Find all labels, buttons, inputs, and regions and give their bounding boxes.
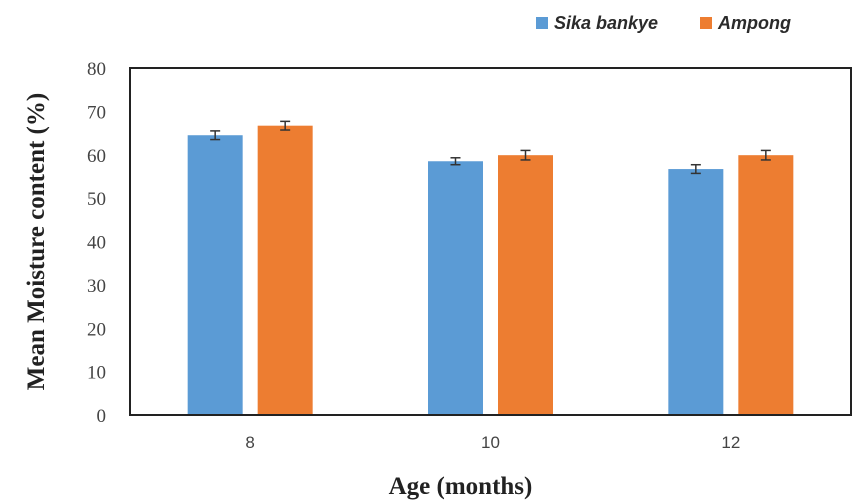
bar <box>498 155 553 415</box>
y-axis-title: Mean Moisture content (%) <box>23 93 50 390</box>
legend-swatch <box>536 17 548 29</box>
bar <box>257 125 313 415</box>
x-axis-title: Age (months) <box>389 473 533 500</box>
x-tick-label: 8 <box>245 433 254 452</box>
legend-label: Sika bankye <box>554 13 658 33</box>
y-tick-label: 50 <box>87 189 106 210</box>
y-axis-ticks: 0 10 20 30 40 50 60 70 80 <box>87 59 106 427</box>
x-tick-label: 12 <box>721 433 740 452</box>
x-tick-label: 10 <box>481 433 500 452</box>
legend-swatch <box>700 17 712 29</box>
y-tick-label: 40 <box>87 233 106 254</box>
x-axis-ticks: 8 10 12 <box>245 433 740 452</box>
y-tick-label: 20 <box>87 319 106 340</box>
y-tick-label: 10 <box>87 363 106 384</box>
bar <box>428 161 483 415</box>
bars-group <box>187 120 794 415</box>
plot-area-frame <box>129 67 852 416</box>
bar <box>738 155 794 415</box>
y-tick-label: 0 <box>97 406 107 427</box>
y-tick-label: 60 <box>87 146 106 167</box>
y-tick-label: 30 <box>87 276 106 297</box>
legend: Sika bankye Ampong <box>536 13 791 33</box>
y-tick-label: 80 <box>87 59 106 80</box>
bar <box>187 135 243 415</box>
y-tick-label: 70 <box>87 102 106 123</box>
bar <box>668 169 724 415</box>
legend-label: Ampong <box>717 13 791 33</box>
